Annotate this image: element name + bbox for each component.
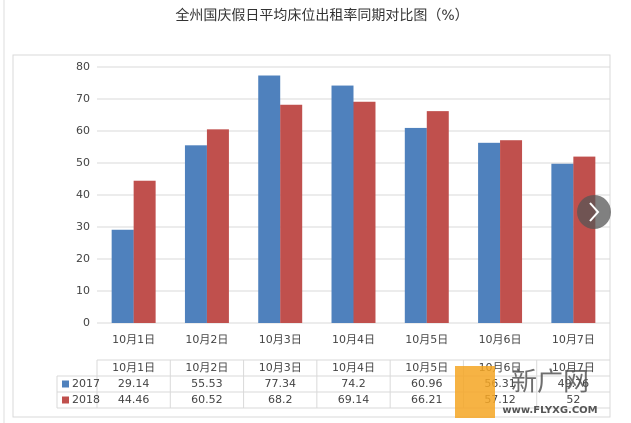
bar bbox=[184, 145, 207, 323]
table-cell: 55.53 bbox=[191, 377, 223, 390]
legend-label: 2018 bbox=[72, 393, 100, 406]
y-tick-label: 60 bbox=[76, 124, 90, 137]
table-cell: 29.14 bbox=[118, 377, 150, 390]
bar bbox=[111, 229, 134, 323]
x-tick-label: 10月6日 bbox=[479, 333, 522, 346]
bar bbox=[426, 111, 449, 324]
bar bbox=[353, 101, 376, 323]
y-tick-label: 20 bbox=[76, 252, 90, 265]
table-cell: 68.2 bbox=[268, 393, 293, 406]
x-tick-label: 10月3日 bbox=[259, 333, 302, 346]
table-header: 10月1日 bbox=[112, 361, 155, 374]
y-tick-label: 50 bbox=[76, 156, 90, 169]
watermark-url: www.FLYXG.COM bbox=[502, 405, 597, 416]
table-header: 10月7日 bbox=[552, 361, 595, 374]
bar bbox=[500, 140, 523, 323]
table-header: 10月4日 bbox=[332, 361, 375, 374]
watermark: 新广网 www.FLYXG.COM bbox=[455, 366, 598, 418]
next-arrow[interactable] bbox=[589, 202, 600, 222]
table-cell: 52 bbox=[566, 393, 580, 406]
x-tick-label: 10月2日 bbox=[185, 333, 228, 346]
bar bbox=[206, 129, 229, 323]
legend-swatch bbox=[62, 396, 69, 404]
bar bbox=[404, 127, 427, 323]
table-cell: 49.76 bbox=[558, 377, 590, 390]
bar bbox=[331, 85, 354, 323]
x-tick-label: 10月1日 bbox=[112, 333, 155, 346]
legend-label: 2017 bbox=[72, 377, 100, 390]
table-cell: 60.52 bbox=[191, 393, 223, 406]
x-tick-label: 10月5日 bbox=[405, 333, 448, 346]
bar bbox=[573, 156, 596, 323]
next-button-circle[interactable] bbox=[577, 195, 611, 229]
table-cell: 66.21 bbox=[411, 393, 443, 406]
table-header: 10月5日 bbox=[405, 361, 448, 374]
y-tick-label: 30 bbox=[76, 220, 90, 233]
table-cell: 60.96 bbox=[411, 377, 443, 390]
y-tick-label: 0 bbox=[83, 316, 90, 329]
table-header: 10月2日 bbox=[185, 361, 228, 374]
legend-swatch bbox=[62, 380, 69, 388]
watermark-name: 新广网 bbox=[511, 368, 589, 398]
bar bbox=[478, 142, 501, 323]
chart-title: 全州国庆假日平均床位出租率同期对比图（%） bbox=[175, 7, 468, 24]
table-cell: 77.34 bbox=[264, 377, 296, 390]
y-tick-label: 70 bbox=[76, 92, 90, 105]
bar bbox=[551, 163, 574, 323]
next-button[interactable] bbox=[577, 195, 611, 229]
table-cell: 69.14 bbox=[338, 393, 370, 406]
bar bbox=[258, 75, 281, 324]
table-cell: 74.2 bbox=[341, 377, 366, 390]
bar bbox=[133, 180, 156, 323]
table-header: 10月3日 bbox=[259, 361, 302, 374]
bar bbox=[280, 104, 303, 323]
chart-frame bbox=[12, 54, 611, 418]
table-cell: 44.46 bbox=[118, 393, 150, 406]
y-tick-label: 40 bbox=[76, 188, 90, 201]
y-tick-label: 80 bbox=[76, 60, 90, 73]
watermark-logo bbox=[455, 366, 495, 418]
y-tick-label: 10 bbox=[76, 284, 90, 297]
x-tick-label: 10月4日 bbox=[332, 333, 375, 346]
x-tick-label: 10月7日 bbox=[552, 333, 595, 346]
